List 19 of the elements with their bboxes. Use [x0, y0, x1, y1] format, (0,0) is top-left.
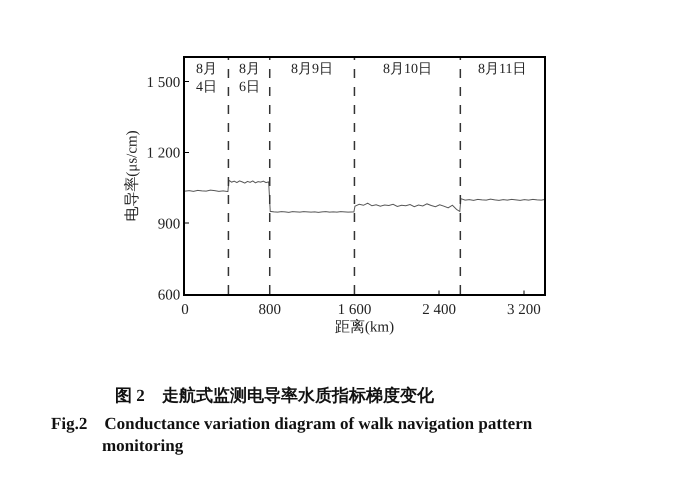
y-tick-label: 600	[158, 287, 180, 304]
text: Fig.2 Conductance variation diagram of walk navigation pattern monitoring	[51, 414, 533, 456]
annotation: 8月11日	[478, 62, 526, 77]
annotation: 8月10日	[383, 62, 432, 77]
y-axis-title: 电导率(μs/cm)	[123, 130, 140, 222]
x-tick-label: 2 400	[422, 302, 456, 318]
annotation: 8月 4日	[196, 62, 217, 96]
x-axis-title: 距离(km)	[334, 318, 394, 336]
x-tick-label: 0	[181, 302, 189, 318]
x-tick-label: 800	[258, 302, 281, 318]
annotation: 8月 6日	[239, 62, 260, 96]
text: 图 2 走航式监测电导率水质指标梯度变化	[115, 386, 435, 405]
x-tick-label: 1 600	[338, 302, 372, 318]
y-tick-label: 1 200	[146, 146, 180, 162]
y-tick-label: 900	[158, 216, 180, 232]
annotation: 8月9日	[291, 62, 333, 77]
x-tick-label: 3 200	[507, 302, 541, 318]
line-series	[185, 180, 544, 213]
y-tick-label: 1 500	[146, 74, 180, 91]
